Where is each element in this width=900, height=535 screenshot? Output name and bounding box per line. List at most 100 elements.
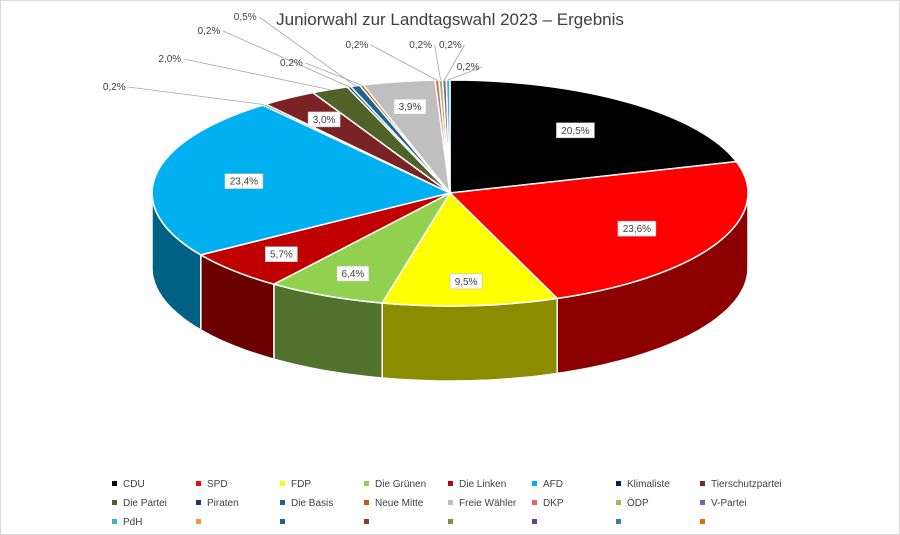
chart-title: Juniorwahl zur Landtagswahl 2023 – Ergeb…: [276, 10, 624, 29]
legend-label: CDU: [123, 479, 145, 490]
legend-label: PdH: [123, 517, 143, 528]
leader-line-oedp: [434, 44, 441, 81]
legend-swatch: [700, 518, 705, 524]
legend-swatch: [112, 480, 117, 486]
legend-item: [364, 516, 375, 530]
legend-item-die-linken: Die Linken: [448, 478, 506, 492]
legend-swatch: [616, 499, 621, 505]
legend-swatch: [700, 480, 705, 486]
data-label-afd: 23,4%: [230, 177, 258, 188]
legend-swatch: [280, 499, 285, 505]
pie-slice-fdp: [380, 191, 559, 307]
legend-swatch: [532, 518, 537, 524]
legend-label: DKP: [543, 498, 564, 509]
legend-label: Die Basis: [291, 498, 334, 509]
data-label-cdu: 20,5%: [561, 126, 589, 137]
legend-swatch: [280, 518, 285, 524]
legend-swatch: [616, 480, 621, 486]
data-label-dkp: 0,2%: [346, 40, 369, 51]
data-label-die-partei: 2,0%: [158, 54, 181, 65]
data-label-freie-waehler: 3,9%: [399, 102, 422, 113]
legend-swatch: [364, 480, 369, 486]
legend-item-die-basis: Die Basis: [280, 497, 333, 511]
data-label-klimaliste: 0,2%: [103, 82, 126, 93]
legend-swatch: [364, 518, 369, 524]
legend-label: AFD: [543, 479, 563, 490]
data-label-die-basis: 0,5%: [234, 12, 257, 23]
legend-swatch: [196, 480, 201, 486]
legend-swatch: [448, 499, 453, 505]
legend-item: [448, 516, 459, 530]
pie-slice-afd: [151, 104, 453, 256]
legend-item-piraten: Piraten: [196, 497, 239, 511]
legend-swatch: [616, 518, 621, 524]
legend-item: [616, 516, 627, 530]
pie-side-fdp: [381, 297, 558, 382]
legend-swatch: [700, 499, 705, 505]
legend-label: Die Partei: [123, 498, 167, 509]
legend-swatch: [196, 518, 201, 524]
leader-line-piraten: [222, 30, 350, 88]
legend-swatch: [364, 499, 369, 505]
legend-label: Tierschutzpartei: [711, 479, 782, 490]
legend-swatch: [532, 499, 537, 505]
leader-line-die-basis: [258, 16, 356, 87]
data-label-fdp: 9,5%: [455, 277, 478, 288]
legend-label: Piraten: [207, 498, 239, 509]
data-label-pdh: 0,2%: [457, 62, 480, 73]
legend-item-dkp: DKP: [532, 497, 564, 511]
data-label-box-tierschutzpartei: [307, 111, 341, 128]
legend-label: Die Grünen: [375, 479, 427, 490]
legend-item-afd: AFD: [532, 478, 563, 492]
legend-swatch: [448, 518, 453, 524]
data-label-spd: 23,6%: [623, 224, 651, 235]
legend-label: Klimaliste: [627, 479, 670, 490]
legend-item-klimaliste: Klimaliste: [616, 478, 670, 492]
pie-slice-spd: [448, 160, 749, 300]
legend-label: V-Partei: [711, 498, 747, 509]
legend-item-neue-mitte: Neue Mitte: [364, 497, 423, 511]
data-label-box-freie-waehler: [393, 98, 427, 115]
leader-line-klimaliste: [128, 86, 265, 105]
leader-line-die-partei: [183, 58, 330, 90]
leader-line-pdh: [447, 66, 483, 81]
data-label-box-die-gruenen: [336, 265, 370, 282]
data-label-neue-mitte: 0,2%: [280, 58, 303, 69]
legend-item-die-gruenen: Die Grünen: [364, 478, 426, 492]
legend-item: [700, 516, 711, 530]
legend-item-die-partei: Die Partei: [112, 497, 167, 511]
legend-item: [280, 516, 291, 530]
pie-chart: 20,5% 23,6% 9,5% 6,4% 5,7% 23,4% 0,2% 3,0% 2,0% 0…: [103, 12, 749, 382]
data-label-tierschutzpartei: 3,0%: [313, 115, 336, 126]
legend-item-fdp: FDP: [280, 478, 311, 492]
legend-item-cdu: CDU: [112, 478, 145, 492]
legend-item-v-partei: V-Partei: [700, 497, 747, 511]
legend-item-tierschutzpartei: Tierschutzpartei: [700, 478, 782, 492]
legend-swatch: [112, 518, 117, 524]
legend-item-oedp: ÖDP: [616, 497, 649, 511]
legend-item-freie-waehler: Freie Wähler: [448, 497, 516, 511]
data-label-die-gruenen: 6,4%: [342, 269, 365, 280]
pie-slice-die-gruenen: [271, 191, 453, 304]
legend-label: FDP: [291, 479, 311, 490]
legend-swatch: [532, 480, 537, 486]
data-label-box-spd: [617, 220, 657, 237]
data-label-v-partei: 0,2%: [439, 40, 462, 51]
legend-label: Die Linken: [459, 479, 507, 490]
legend-label: Neue Mitte: [375, 498, 424, 509]
data-label-piraten: 0,2%: [198, 26, 221, 37]
legend-swatch: [112, 499, 117, 505]
legend-item-pdh: PdH: [112, 516, 142, 530]
leader-line-neue-mitte: [305, 62, 362, 86]
leader-line-dkp: [370, 44, 438, 81]
data-label-oedp: 0,2%: [409, 40, 432, 51]
leader-line-v-partei: [444, 44, 465, 81]
legend-item-spd: SPD: [196, 478, 228, 492]
legend-swatch: [280, 480, 285, 486]
data-label-box-cdu: [556, 122, 595, 139]
data-label-box-afd: [224, 173, 264, 189]
legend-swatch: [448, 480, 453, 486]
legend-label: SPD: [207, 479, 228, 490]
legend-label: ÖDP: [627, 498, 649, 509]
legend-item: [196, 516, 207, 530]
